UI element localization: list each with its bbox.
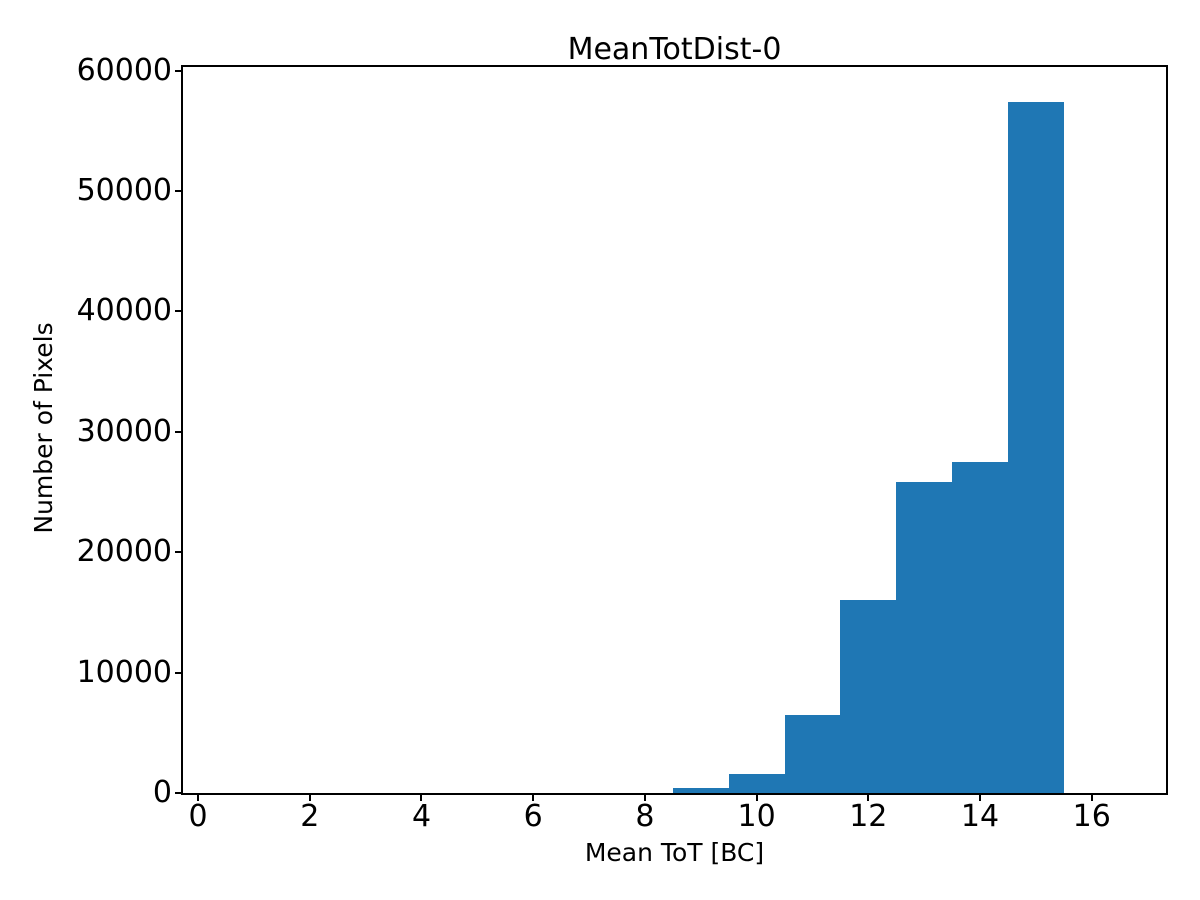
histogram-bar [672, 788, 729, 793]
y-tick-mark [175, 310, 181, 313]
histogram-bar [784, 714, 841, 793]
x-tick-mark [1090, 795, 1093, 801]
histogram-bar [1007, 101, 1064, 793]
chart-title: MeanTotDist-0 [567, 32, 782, 67]
bars-layer [183, 67, 1166, 793]
y-tick-label: 30000 [76, 413, 172, 449]
x-tick-label: 6 [523, 799, 543, 834]
x-tick-label: 8 [635, 799, 655, 834]
x-tick-mark [643, 795, 646, 801]
y-axis-label: Number of Pixels [29, 322, 58, 534]
y-tick-mark [175, 551, 181, 554]
x-tick-mark [532, 795, 535, 801]
y-tick-label: 20000 [76, 534, 172, 570]
histogram-bar [952, 461, 1008, 793]
y-tick-mark [175, 190, 181, 192]
x-tick-mark [867, 795, 870, 801]
y-tick-label: 50000 [76, 173, 172, 208]
y-tick-label: 60000 [76, 52, 172, 88]
y-tick-mark [175, 671, 181, 674]
x-tick-label: 10 [737, 799, 776, 834]
histogram-bar [896, 482, 953, 793]
x-tick-mark [197, 795, 200, 801]
y-tick-label: 40000 [76, 293, 172, 329]
x-tick-mark [979, 795, 981, 801]
histogram-bar [840, 600, 897, 793]
histogram-bar [728, 773, 785, 793]
y-tick-label: 10000 [76, 654, 172, 690]
plot-area [181, 65, 1168, 795]
x-axis-label: Mean ToT [BC] [584, 838, 765, 867]
y-tick-label: 0 [152, 775, 172, 810]
x-tick-label: 16 [1072, 799, 1111, 834]
x-tick-label: 4 [411, 799, 432, 834]
x-tick-label: 14 [960, 799, 1000, 834]
x-tick-mark [308, 795, 311, 801]
x-tick-label: 2 [300, 799, 320, 834]
y-tick-mark [175, 69, 181, 72]
y-tick-mark [175, 430, 181, 433]
x-tick-label: 0 [188, 799, 208, 834]
x-tick-label: 12 [849, 799, 888, 834]
x-tick-mark [755, 795, 758, 801]
y-tick-mark [175, 792, 181, 794]
x-tick-mark [420, 795, 423, 801]
